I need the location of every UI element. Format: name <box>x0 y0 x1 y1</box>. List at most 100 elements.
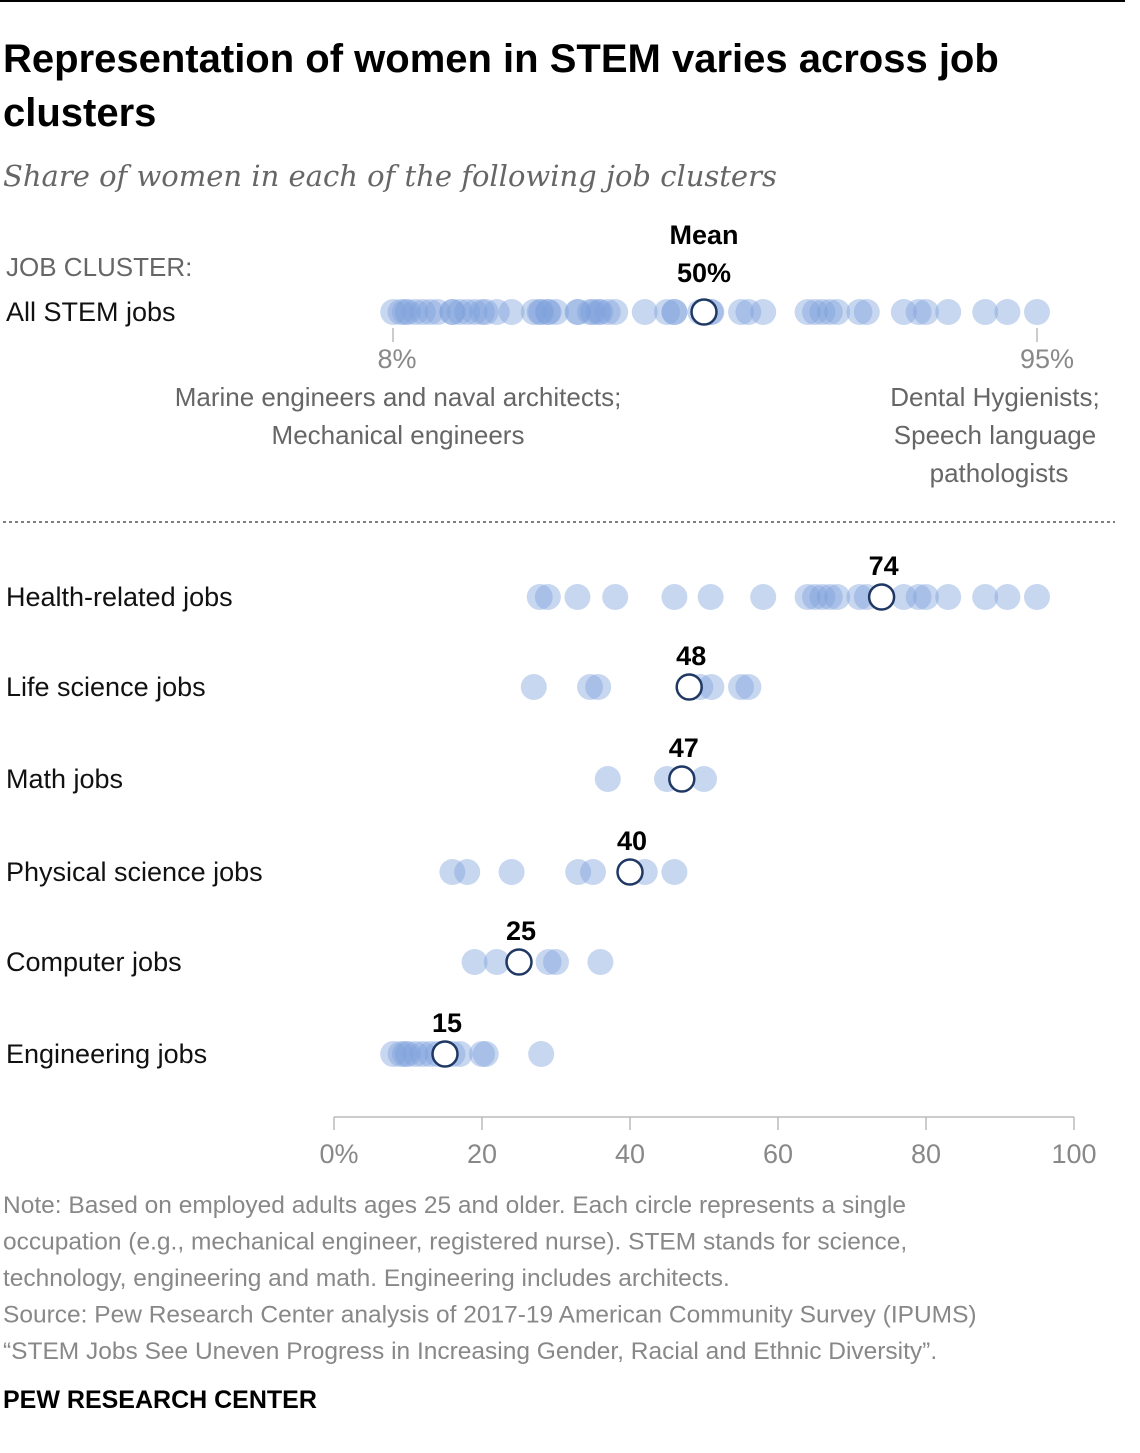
all-stem-dot <box>631 299 658 325</box>
health-related-jobs-dot <box>816 584 843 610</box>
note-line: occupation (e.g., mechanical engineer, r… <box>3 1229 907 1256</box>
x-axis: 0% 20 40 60 80 100 <box>319 1116 1097 1169</box>
life-science-jobs-dot <box>728 674 754 700</box>
all-stem-mean-marker <box>690 298 718 326</box>
mean-value-label: 25 <box>506 916 536 946</box>
engineering-jobs-dot <box>380 1041 407 1067</box>
note-line: Note: Based on employed adults ages 25 a… <box>3 1192 906 1219</box>
all-stem-dot <box>543 299 569 325</box>
all-stem-dot <box>534 299 561 325</box>
physical-science-jobs-dot <box>661 859 688 885</box>
physical-science-jobs-dot <box>439 859 466 885</box>
all-stem-dot <box>439 299 466 325</box>
all-stem-dot <box>802 299 828 325</box>
health-related-jobs-dot <box>846 584 873 610</box>
computer-jobs-dot <box>587 949 614 975</box>
life-science-jobs-dot <box>698 674 725 700</box>
life-science-jobs-dot <box>735 674 762 700</box>
all-stem-dot <box>498 299 525 325</box>
engineering-jobs-mean-marker <box>431 1040 459 1068</box>
min-desc-1: Marine engineers and naval architects; <box>175 382 622 412</box>
health-related-jobs-dot <box>802 584 828 610</box>
notes: Note: Based on employed adults ages 25 a… <box>3 1192 977 1365</box>
max-desc-3: pathologists <box>930 458 1069 488</box>
mean-value-label: 48 <box>676 641 706 671</box>
computer-jobs-dot <box>535 949 562 975</box>
all-stem-dot <box>846 299 873 325</box>
row-label: Computer jobs <box>6 947 182 977</box>
life-science-jobs-mean-marker <box>675 673 703 701</box>
health-related-jobs-mean-marker <box>867 583 896 611</box>
health-related-jobs-dot <box>750 584 777 610</box>
all-stem-dot <box>585 299 612 325</box>
health-related-jobs-dot <box>935 584 962 610</box>
row-label-all-stem: All STEM jobs <box>6 297 176 327</box>
mean-value-label: 47 <box>669 733 699 763</box>
all-stem-dot <box>469 299 495 325</box>
physical-science-jobs-mean-marker <box>616 858 644 886</box>
row-label: Math jobs <box>6 764 123 794</box>
computer-jobs-dot <box>483 949 510 975</box>
all-stem-dot <box>735 299 762 325</box>
life-science-jobs-dot <box>577 674 604 700</box>
min-desc-2: Mechanical engineers <box>272 420 525 450</box>
chart-title-line2: clusters <box>3 91 156 135</box>
engineering-jobs-dot <box>528 1041 555 1067</box>
all-stem-dot <box>809 299 836 325</box>
health-related-jobs-dot <box>994 584 1021 610</box>
all-stem-dot <box>472 299 499 325</box>
all-stem-dot <box>602 299 629 325</box>
all-stem-dot <box>994 299 1021 325</box>
health-related-jobs-dot <box>1024 584 1050 610</box>
all-stem-dot <box>520 299 547 325</box>
x-tick-label: 20 <box>467 1139 497 1169</box>
mean-header: Mean <box>669 220 738 250</box>
cluster-row-engineering-jobs: Engineering jobs 15 <box>6 1008 555 1069</box>
cluster-row-computer-jobs: Computer jobs 25 <box>6 916 614 977</box>
all-stem-dot <box>380 299 407 325</box>
x-tick-label: 40 <box>615 1139 645 1169</box>
engineering-jobs-dot <box>409 1041 436 1067</box>
engineering-jobs-dot <box>392 1041 419 1067</box>
computer-jobs-dot <box>543 949 569 975</box>
chart-title: Representation of women in STEM varies a… <box>3 37 999 81</box>
health-related-jobs-dot <box>661 584 688 610</box>
all-stem-dot <box>972 299 999 325</box>
x-tick-label: 80 <box>911 1139 941 1169</box>
chart-subtitle: Share of women in each of the following … <box>3 159 777 193</box>
all-stem-dot <box>417 299 444 325</box>
engineering-jobs-dot <box>469 1041 495 1067</box>
row-label: Engineering jobs <box>6 1039 207 1069</box>
note-line: “STEM Jobs See Uneven Progress in Increa… <box>3 1338 937 1365</box>
engineering-jobs-dot <box>472 1041 499 1067</box>
physical-science-jobs-dot <box>580 859 606 885</box>
all-stem-dot <box>409 299 436 325</box>
note-line: technology, engineering and math. Engine… <box>3 1265 730 1292</box>
all-stem-dots <box>380 298 1050 326</box>
job-cluster-header: JOB CLUSTER: <box>6 252 192 282</box>
mean-value-label: 40 <box>617 826 647 856</box>
life-science-jobs-dot <box>520 674 547 700</box>
all-stem-mean-label: 50% <box>677 258 731 288</box>
computer-jobs-dot <box>461 949 488 975</box>
all-stem-dot <box>824 299 851 325</box>
all-stem-dot <box>526 299 553 325</box>
physical-science-jobs-dot <box>454 859 481 885</box>
all-stem-dot <box>528 299 555 325</box>
health-related-jobs-dot <box>794 584 821 610</box>
health-related-jobs-dot <box>534 584 561 610</box>
health-related-jobs-dot <box>809 584 836 610</box>
math-jobs-dot <box>594 766 621 792</box>
all-stem-dot <box>905 299 932 325</box>
math-jobs-mean-marker <box>668 765 696 793</box>
all-stem-dot <box>402 299 429 325</box>
life-science-jobs-dot <box>585 674 612 700</box>
health-related-jobs-dot <box>890 584 917 610</box>
physical-science-jobs-dot <box>565 859 592 885</box>
all-stem-dot <box>1024 299 1050 325</box>
all-stem-dot <box>587 299 614 325</box>
all-stem-dot <box>750 299 777 325</box>
all-stem-dot <box>661 299 688 325</box>
all-stem-dot <box>728 299 754 325</box>
